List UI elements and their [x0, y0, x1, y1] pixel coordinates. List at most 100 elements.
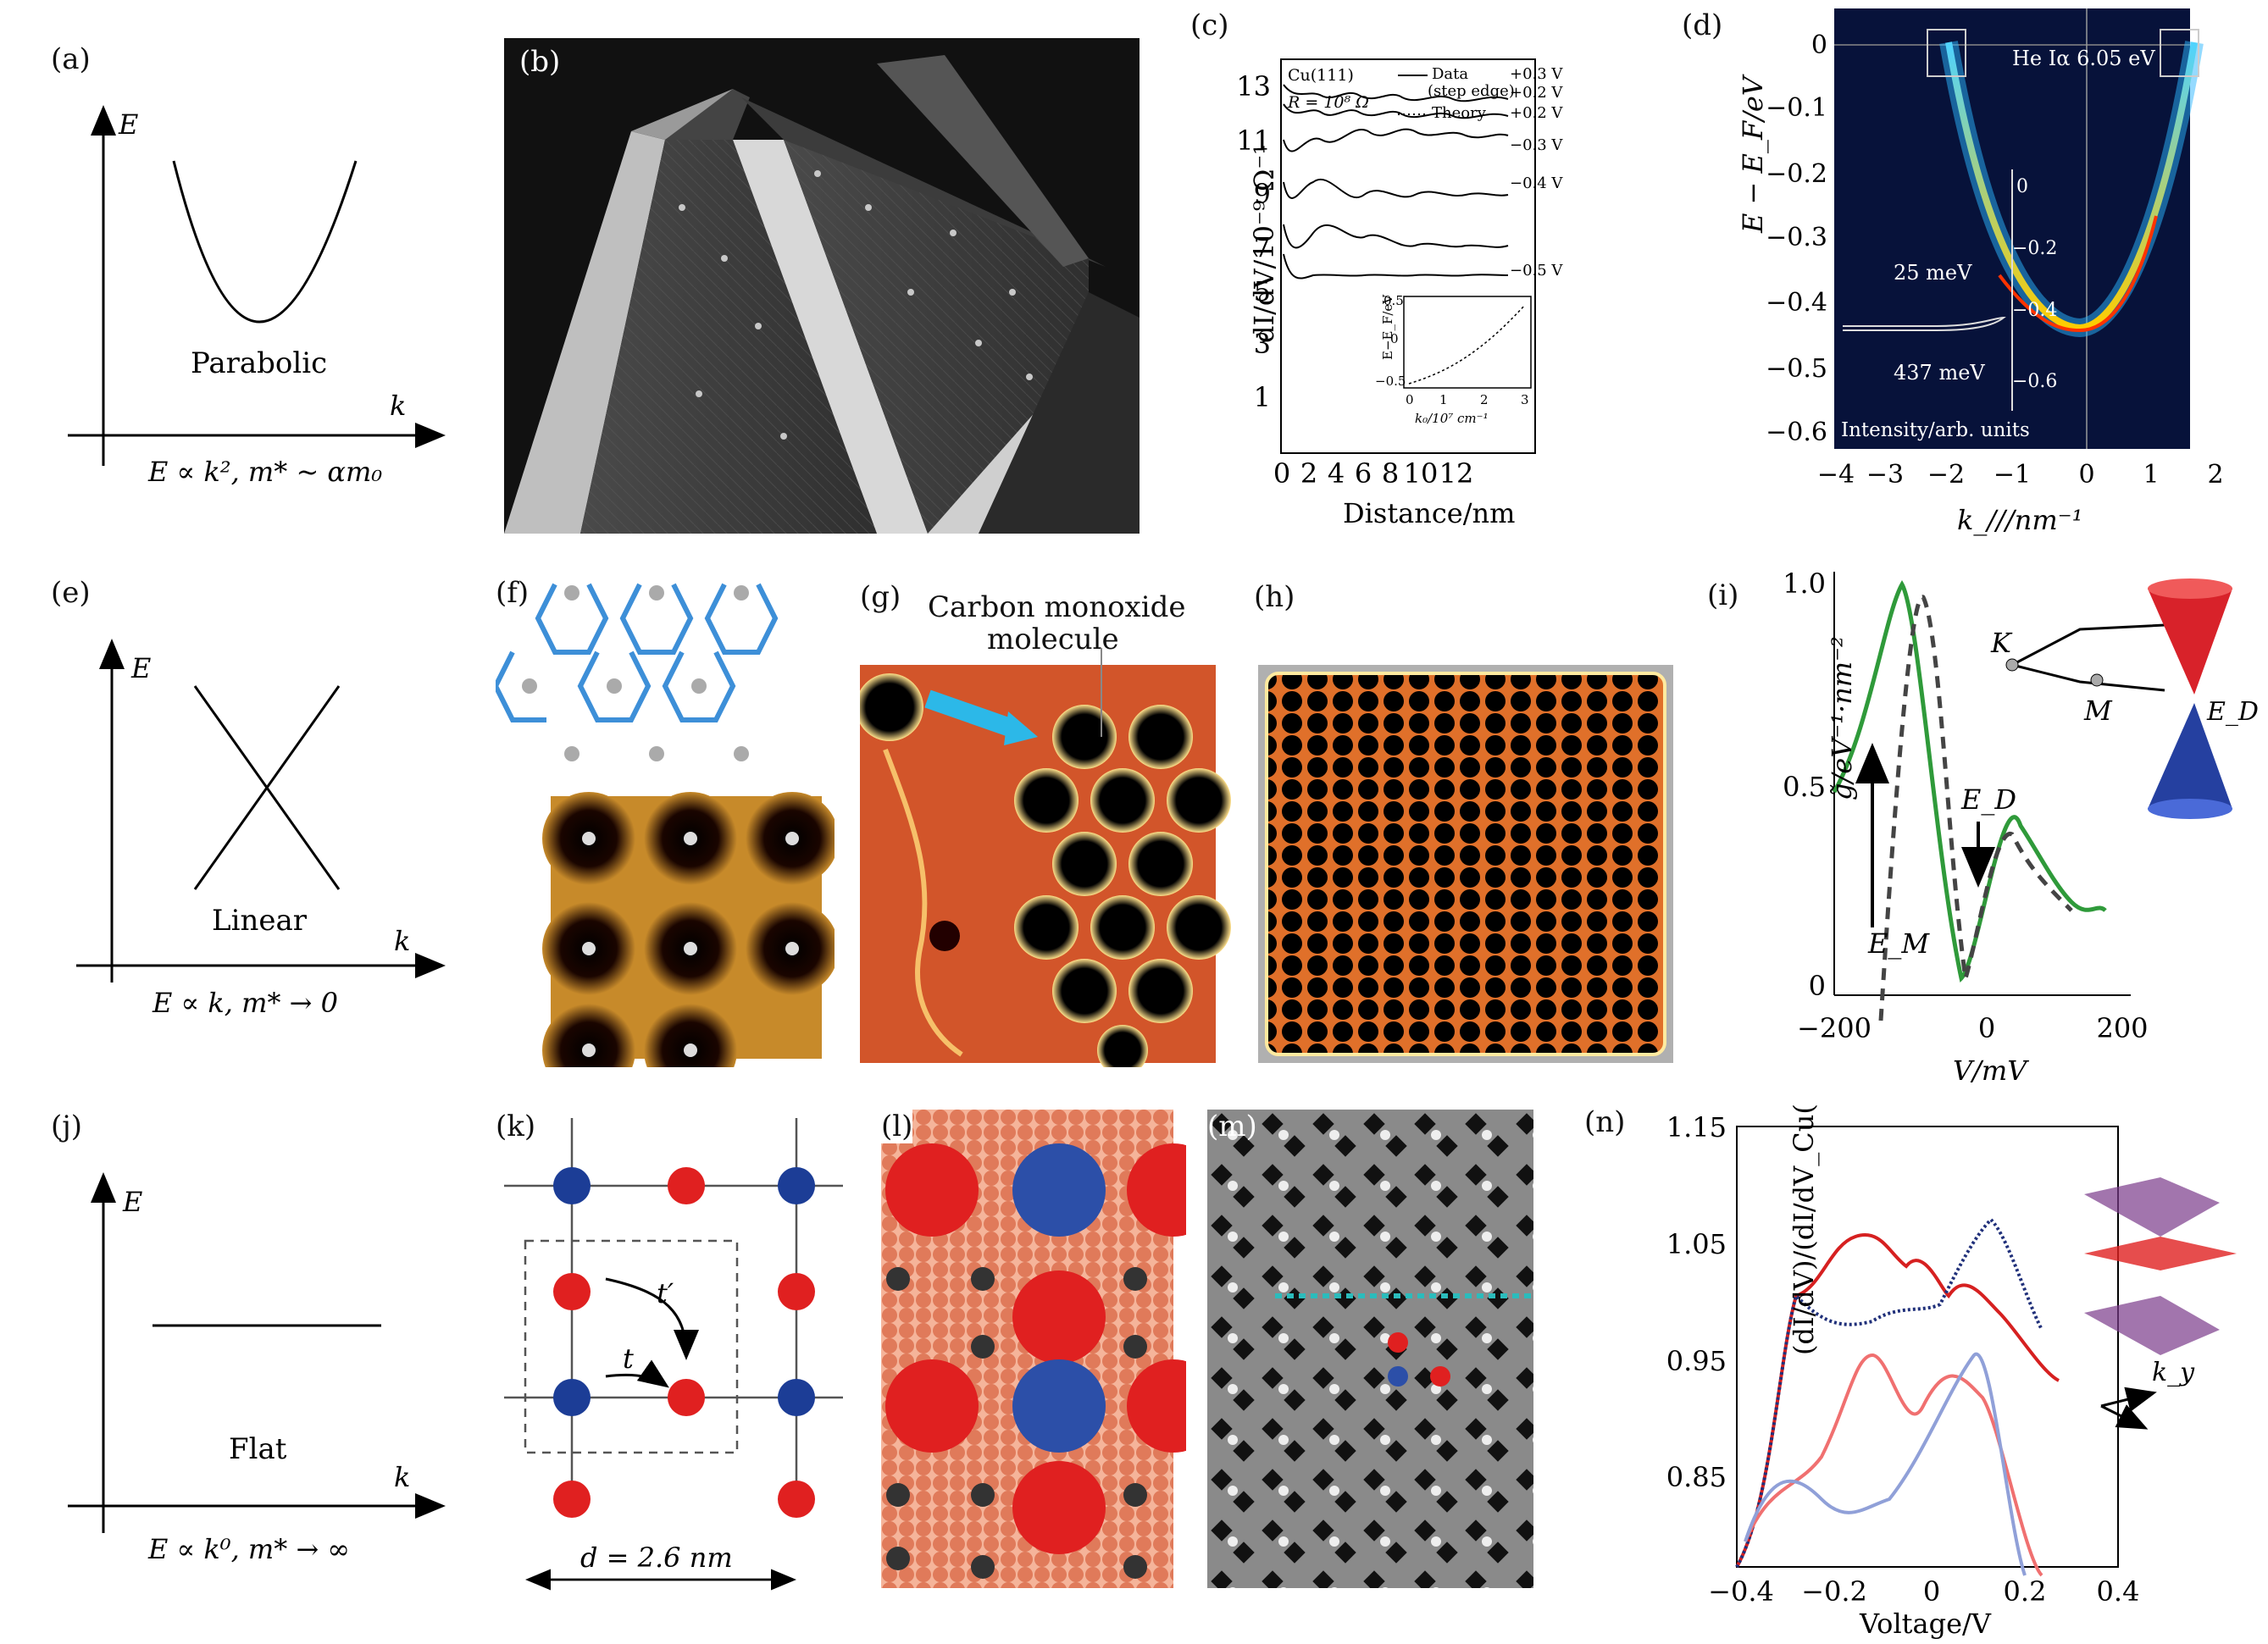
x-ticks: −4 −3 −2 −1 0 1 2: [1817, 460, 2224, 490]
y-label: g̃/eV⁻¹·nm⁻²: [1826, 636, 1858, 800]
panel-label-n: (n): [1584, 1105, 1626, 1139]
y-ticks: 1.15 1.05 0.95 0.85: [1666, 1111, 1727, 1493]
sample-label: Cu(111): [1288, 66, 1354, 85]
svg-text:3: 3: [1521, 392, 1529, 407]
arrow-shaft: [924, 689, 1016, 738]
svg-text:0: 0: [2078, 460, 2094, 490]
panel-d: (d) He Iα 6.05 eV 0 −0.2 −0.4 −0.6 25 me…: [1639, 4, 2268, 546]
parabola-curve: [172, 160, 358, 324]
honeycomb-stm-image: [1258, 665, 1673, 1063]
inset-xlabel: k₀/10⁷ cm⁻¹: [1415, 411, 1489, 426]
svg-text:−0.5 V: −0.5 V: [1510, 262, 1563, 280]
panel-label-b: (b): [519, 45, 561, 79]
svg-text:−0.5: −0.5: [1375, 374, 1406, 389]
voltage-labels: +0.3 V +0.2 V +0.2 V −0.3 V −0.4 V −0.5 …: [1510, 65, 1563, 280]
em-label: E_M: [1867, 927, 1930, 960]
panel-label-h: (h): [1254, 580, 1295, 614]
k-label: k: [390, 390, 406, 422]
k-label: k: [394, 1461, 410, 1493]
svg-text:0.5: 0.5: [1384, 293, 1404, 308]
formula: E ∝ k², m* ~ αm₀: [147, 456, 382, 488]
y-label: dI/dV/10⁻⁹ Ω⁻¹: [1248, 144, 1280, 343]
inset-frame: [1403, 296, 1532, 389]
panel-l: (l): [881, 1110, 1220, 1592]
svg-text:4: 4: [1328, 457, 1345, 490]
panel-n: (n) k_y 1.15 1.05 0.95 0.85 −0.4 −0.2 0 …: [1567, 1031, 2268, 1641]
panel-label-j: (j): [51, 1110, 83, 1143]
panel-label-c: (c): [1190, 8, 1229, 42]
svg-text:−1: −1: [1994, 460, 2031, 490]
arrow-head: [1004, 711, 1038, 745]
svg-text:0.85: 0.85: [1666, 1461, 1727, 1493]
panel-label-g: (g): [860, 580, 901, 614]
parabolic-schematic: E k Parabolic E ∝ k², m* ~ αm₀: [68, 105, 446, 488]
svg-text:0: 0: [1809, 970, 1826, 1002]
svg-text:0: 0: [1406, 392, 1414, 407]
lattice-constant: d = 2.6 nm: [580, 1542, 733, 1574]
lieb-lattice: t′ t d = 2.6 nm: [504, 1118, 843, 1591]
t-label: t: [623, 1342, 634, 1375]
co-molecule-image: [860, 648, 1231, 1067]
panel-label-e: (e): [51, 576, 91, 610]
panel-j: (j) E k Flat E ∝ k⁰, m* → ∞: [51, 1110, 457, 1592]
svg-text:−4: −4: [1817, 460, 1855, 490]
e-label: E: [118, 108, 138, 141]
svg-text:−0.3 V: −0.3 V: [1510, 136, 1563, 154]
svg-text:0: 0: [1273, 457, 1290, 490]
svg-text:1.05: 1.05: [1666, 1228, 1727, 1260]
svg-text:10: 10: [1404, 457, 1439, 490]
svg-text:−0.4 V: −0.4 V: [1510, 174, 1563, 192]
svg-text:−0.6: −0.6: [1766, 418, 1827, 447]
ky-label: k_y: [2152, 1358, 2195, 1387]
x-label: Distance/nm: [1343, 497, 1515, 529]
svg-text:−0.6: −0.6: [2012, 371, 2057, 392]
stm-step-image: [504, 38, 1140, 534]
svg-text:−200: −200: [1797, 1012, 1872, 1044]
svg-text:1: 1: [1254, 381, 1271, 413]
svg-text:−0.2: −0.2: [1801, 1575, 1867, 1608]
svg-text:13: 13: [1236, 70, 1271, 102]
upper-cone: [2148, 589, 2232, 695]
svg-text:0: 0: [1978, 1012, 1995, 1044]
lieb-spectra-chart: k_y 1.15 1.05 0.95 0.85 −0.4 −0.2 0 0.2 …: [1666, 1031, 2237, 1640]
svg-text:1.15: 1.15: [1666, 1111, 1727, 1143]
top-sites: [522, 585, 749, 761]
dirac-line-2: [193, 685, 341, 890]
plot-frame: [1280, 58, 1536, 454]
svg-text:200: 200: [2096, 1012, 2148, 1044]
flat-schematic: E k Flat E ∝ k⁰, m* → ∞: [68, 1172, 446, 1565]
svg-text:0.5: 0.5: [1783, 771, 1826, 803]
e-label: E: [122, 1186, 142, 1218]
e-label: E: [130, 652, 151, 684]
spectra-curves: [1283, 84, 1509, 280]
svg-text:−3: −3: [1866, 460, 1904, 490]
legend-data2: (step edge): [1428, 82, 1515, 100]
width-label-1: 25 meV: [1894, 261, 1972, 285]
svg-text:0: 0: [2016, 176, 2028, 197]
panel-a: (a) E k Parabolic E ∝ k², m* ~ αm₀: [51, 42, 457, 517]
dirac-energy-label: E_D: [2206, 697, 2259, 727]
intensity-label: Intensity/arb. units: [1841, 419, 2030, 441]
svg-text:12: 12: [1439, 457, 1474, 490]
x-ticks: −200 0 200: [1797, 1012, 2148, 1044]
y-label: E − E_F/eV: [1737, 74, 1769, 234]
svg-text:0: 0: [1811, 30, 1827, 60]
svg-text:−0.1: −0.1: [1766, 93, 1827, 123]
svg-text:−0.5: −0.5: [1766, 354, 1827, 384]
panel-f: (f): [492, 576, 839, 1097]
svg-text:0: 0: [1923, 1575, 1940, 1608]
inset-xticks: 0 1 2 3: [1406, 392, 1529, 407]
red-dot-series: [1735, 1233, 2060, 1568]
svg-text:3: 3: [1254, 328, 1271, 360]
blue-dot-series: [1735, 1217, 2043, 1568]
svg-text:0.4: 0.4: [2097, 1575, 2140, 1608]
svg-text:0.95: 0.95: [1666, 1345, 1727, 1377]
svg-text:1: 1: [1439, 392, 1448, 407]
top-hex-lines: [492, 583, 779, 722]
lieb-stm-image: [1207, 1110, 1533, 1588]
formula: E ∝ k, m* → 0: [152, 987, 338, 1019]
curve-name: Flat: [229, 1432, 287, 1466]
svg-text:−0.4: −0.4: [1766, 288, 1827, 318]
dos-chart: E_M E_D K M E_D 1.0 0.5 0 −200 0 200 V/m…: [1783, 567, 2259, 1087]
panel-e: (e) E k Linear E ∝ k, m* → 0: [51, 576, 457, 1050]
